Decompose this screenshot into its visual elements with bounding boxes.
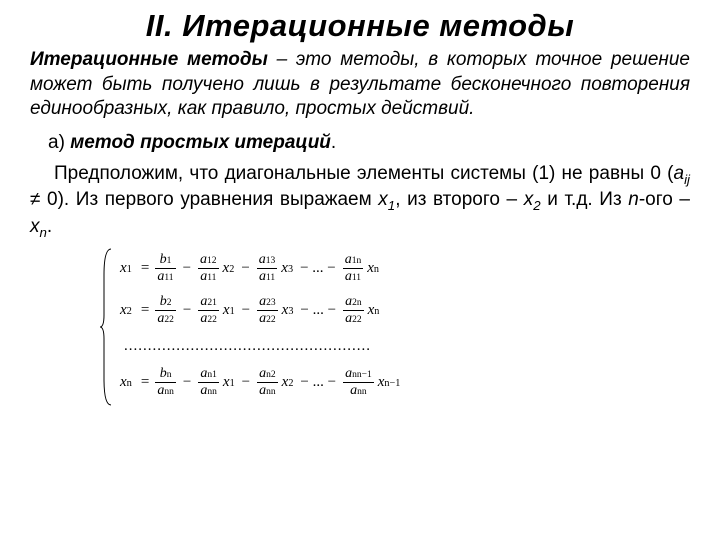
equation-system: x1 = b1a11 − a12a11 x2 − a13a11 x3 − ...… xyxy=(100,247,690,407)
para-text: и т.д. Из xyxy=(541,189,629,210)
method-suffix: . xyxy=(331,132,336,153)
para-var: x xyxy=(524,189,534,210)
page-title: II. Итерационные методы xyxy=(30,8,690,44)
method-name: метод простых итераций xyxy=(70,132,331,153)
para-var: n xyxy=(628,189,639,210)
para-sub: 2 xyxy=(533,198,540,213)
equation-rows: x1 = b1a11 − a12a11 x2 − a13a11 x3 − ...… xyxy=(120,247,400,407)
para-text: -ого – xyxy=(639,189,690,210)
left-brace-icon xyxy=(100,247,114,407)
para-var: a xyxy=(674,163,685,184)
para-sub: ij xyxy=(684,172,690,187)
method-prefix: а) xyxy=(48,132,70,153)
para-text: . xyxy=(47,216,52,237)
equation-dots: ........................................… xyxy=(120,331,400,361)
method-heading: а) метод простых итераций. xyxy=(48,132,690,154)
equation-row: x1 = b1a11 − a12a11 x2 − a13a11 x3 − ...… xyxy=(120,247,400,289)
para-sub: n xyxy=(40,225,47,240)
para-var: x xyxy=(378,189,388,210)
definition-text: Итерационные методы – это методы, в кото… xyxy=(30,48,690,122)
para-text: , из второго – xyxy=(395,189,524,210)
equation-row: x2 = b2a22 − a21a22 x1 − a23a22 x3 − ...… xyxy=(120,289,400,331)
para-text: Предположим, что диагональные элементы с… xyxy=(54,163,674,184)
para-text: ≠ 0). Из первого уравнения выражаем xyxy=(30,189,378,210)
equation-row: xn = bnann − an1ann x1 − an2ann x2 − ...… xyxy=(120,361,400,403)
body-paragraph: Предположим, что диагональные элементы с… xyxy=(30,162,690,241)
definition-term: Итерационные методы xyxy=(30,49,268,70)
para-var: x xyxy=(30,216,40,237)
